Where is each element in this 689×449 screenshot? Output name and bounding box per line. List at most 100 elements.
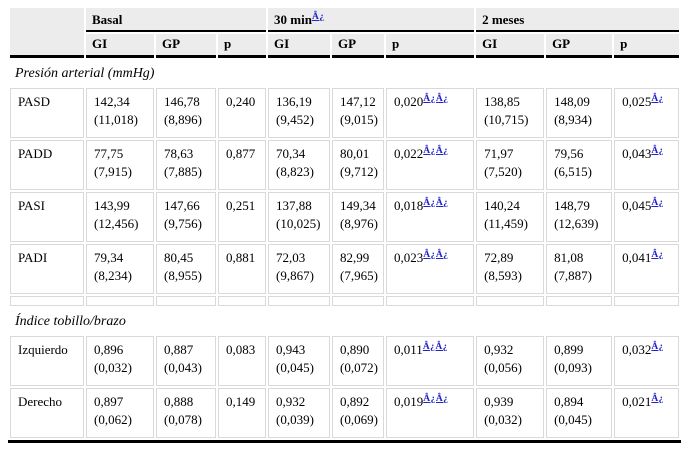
cell-sd: (12,456)	[94, 216, 139, 232]
p-value-cell: 0,877	[218, 140, 267, 190]
cell-value: 0,887	[164, 342, 194, 357]
cell-value: 80,45	[164, 250, 194, 265]
mean-sd-cell: 80,45 (8,955)	[156, 244, 216, 294]
p-value-cell: 0,041Â¿	[614, 244, 680, 294]
cell-value: 0,892	[340, 394, 370, 409]
mean-sd-cell: 148,79 (12,639)	[546, 192, 613, 242]
cell-sd: (9,452)	[276, 112, 314, 128]
cell-value: 82,99	[340, 250, 370, 265]
col-header-gp: GP	[332, 34, 385, 58]
mean-sd-cell: 81,08 (7,887)	[546, 244, 613, 294]
cell-value: 0,149	[226, 394, 256, 409]
mean-sd-cell: 80,01 (9,712)	[332, 140, 385, 190]
cell-value: 0,011	[394, 342, 423, 357]
spacer-cell	[386, 296, 475, 306]
p-value-cell: 0,881	[218, 244, 267, 294]
col-header-gp: GP	[156, 34, 216, 58]
cell-value: 148,79	[554, 198, 590, 213]
cell-value: 143,99	[94, 198, 130, 213]
cell-sd: (0,062)	[94, 412, 132, 428]
cell-value: 0,083	[226, 342, 256, 357]
cell-sd: (0,072)	[340, 360, 378, 376]
group-label: 2 meses	[482, 12, 525, 27]
col-header-gi: GI	[476, 34, 545, 58]
p-value-cell: 0,043Â¿	[614, 140, 680, 190]
cell-sd: (0,032)	[484, 412, 522, 428]
p-value-cell: 0,240	[218, 88, 267, 138]
cell-sd: (10,025)	[276, 216, 321, 232]
p-value-cell: 0,019Â¿Â¿	[386, 388, 475, 438]
cell-sd: (7,965)	[340, 268, 378, 284]
footnote-link[interactable]: Â¿Â¿	[422, 342, 449, 352]
footnote-link[interactable]: Â¿Â¿	[423, 250, 449, 260]
cell-value: 0,022	[394, 146, 424, 161]
group-label: 30 min	[274, 12, 312, 27]
cell-sd: (7,885)	[164, 164, 202, 180]
footnote-link[interactable]: Â¿	[311, 12, 325, 22]
p-value-cell: 0,022Â¿Â¿	[386, 140, 475, 190]
cell-sd: (11,018)	[94, 112, 138, 128]
cell-sd: (9,756)	[164, 216, 202, 232]
group-header-row: Basal 30 minÂ¿ 2 meses	[10, 8, 680, 58]
footnote-link[interactable]: Â¿Â¿	[423, 146, 449, 156]
cell-value: 0,881	[226, 250, 256, 265]
cell-sd: (11,459)	[484, 216, 528, 232]
cell-sd: (6,515)	[554, 164, 592, 180]
mean-sd-cell: 0,887 (0,043)	[156, 336, 216, 386]
col-header-p: p	[218, 34, 267, 58]
footnote-link[interactable]: Â¿Â¿	[423, 94, 449, 104]
mean-sd-cell: 79,56 (6,515)	[546, 140, 613, 190]
footnote-link[interactable]: Â¿	[651, 198, 664, 208]
col-header-p: p	[614, 34, 680, 58]
cell-sd: (0,093)	[554, 360, 592, 376]
spacer-cell	[218, 296, 267, 306]
footnote-link[interactable]: Â¿	[651, 94, 664, 104]
cell-value: 80,01	[340, 146, 370, 161]
footnote-link[interactable]: Â¿	[651, 394, 664, 404]
mean-sd-cell: 0,943 (0,045)	[268, 336, 331, 386]
cell-value: 0,897	[94, 394, 124, 409]
cell-sd: (0,043)	[164, 360, 202, 376]
cell-value: 136,19	[276, 94, 312, 109]
footnote-link[interactable]: Â¿	[651, 342, 664, 352]
table-row: PASD 142,34 (11,018) 146,78 (8,896) 0,240 136,…	[10, 88, 680, 138]
row-label: PADD	[10, 140, 84, 190]
mean-sd-cell: 138,85 (10,715)	[476, 88, 545, 138]
cell-sd: (8,934)	[554, 112, 592, 128]
cell-value: 137,88	[276, 198, 312, 213]
cell-value: 0,021	[622, 394, 652, 409]
cell-value: 0,932	[276, 394, 306, 409]
cell-value: 0,025	[622, 94, 652, 109]
cell-value: 0,032	[622, 342, 652, 357]
footnote-link[interactable]: Â¿Â¿	[423, 198, 449, 208]
cell-value: 142,34	[94, 94, 130, 109]
footnote-link[interactable]: Â¿Â¿	[423, 394, 449, 404]
mean-sd-cell: 72,89 (8,593)	[476, 244, 545, 294]
cell-value: 81,08	[554, 250, 584, 265]
cell-value: 79,34	[94, 250, 124, 265]
row-label: PADI	[10, 244, 84, 294]
footnote-link[interactable]: Â¿	[651, 146, 664, 156]
mean-sd-cell: 0,932 (0,056)	[476, 336, 545, 386]
cell-value: 0,888	[164, 394, 194, 409]
mean-sd-cell: 140,24 (11,459)	[476, 192, 545, 242]
mean-sd-cell: 78,63 (7,885)	[156, 140, 216, 190]
row-label: PASD	[10, 88, 84, 138]
mean-sd-cell: 0,939 (0,032)	[476, 388, 545, 438]
p-value-cell: 0,083	[218, 336, 267, 386]
table-row: PADI 79,34 (8,234) 80,45 (8,955) 0,881 72,03 (9…	[10, 244, 680, 294]
mean-sd-cell: 0,890 (0,072)	[332, 336, 385, 386]
mean-sd-cell: 0,932 (0,039)	[268, 388, 331, 438]
p-value-cell: 0,025Â¿	[614, 88, 680, 138]
cell-sd: (9,712)	[340, 164, 378, 180]
mean-sd-cell: 70,34 (8,823)	[268, 140, 331, 190]
cell-value: 78,63	[164, 146, 194, 161]
table-row: Derecho 0,897 (0,062) 0,888 (0,078) 0,149 0,93…	[10, 388, 680, 438]
footnote-link[interactable]: Â¿	[651, 250, 664, 260]
cell-value: 0,899	[554, 342, 584, 357]
spacer-cell	[332, 296, 385, 306]
cell-value: 72,89	[484, 250, 514, 265]
mean-sd-cell: 0,896 (0,032)	[86, 336, 154, 386]
cell-value: 0,943	[276, 342, 306, 357]
row-label: Derecho	[10, 388, 84, 438]
